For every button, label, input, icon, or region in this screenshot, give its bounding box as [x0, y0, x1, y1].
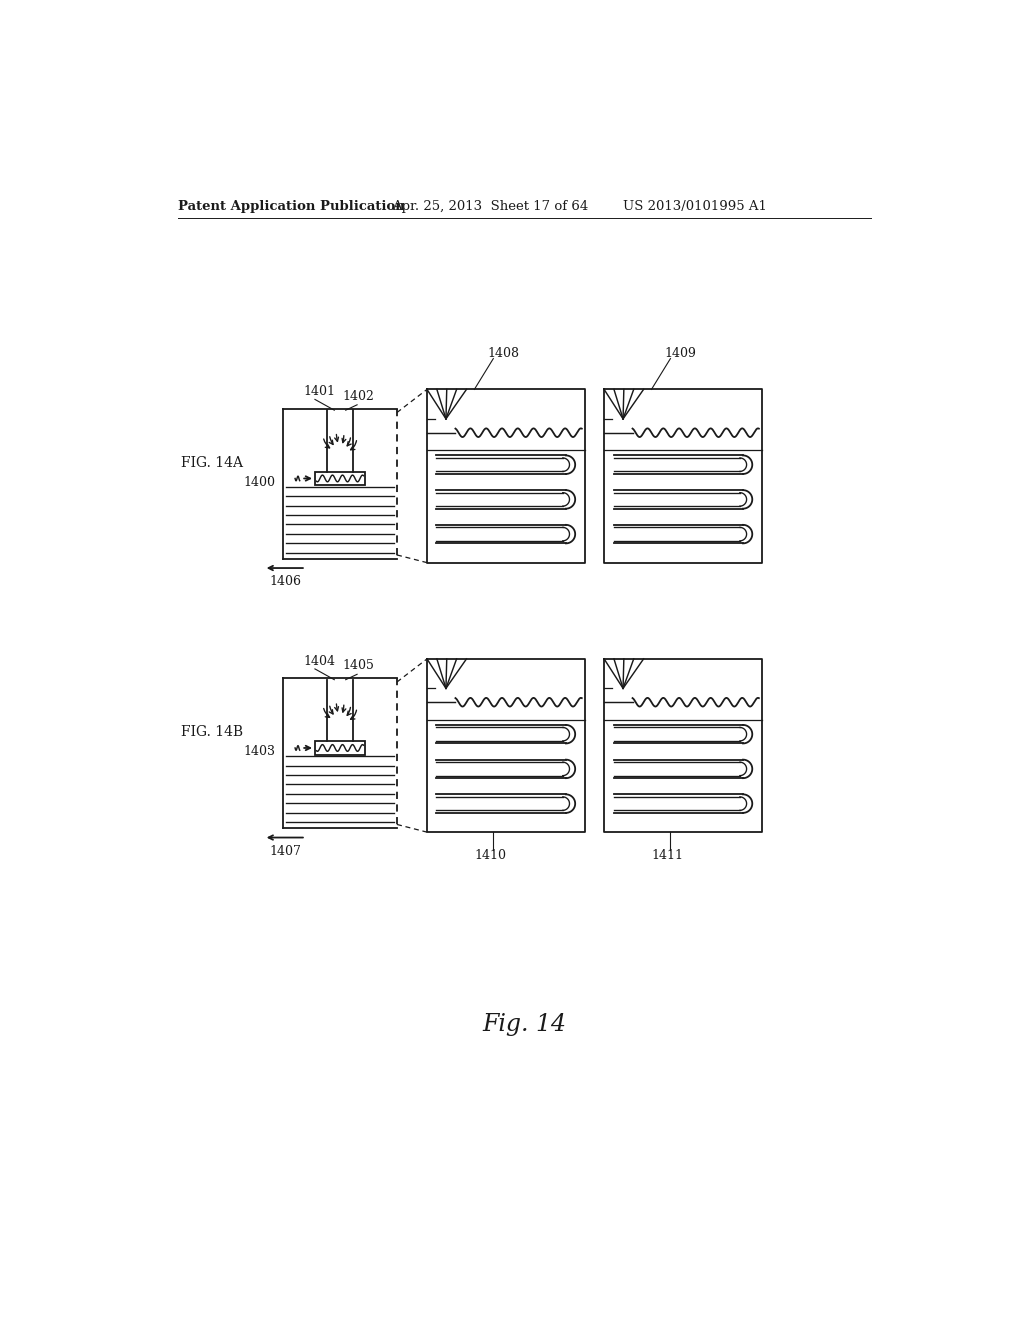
Text: 1408: 1408	[487, 347, 519, 360]
Text: Fig. 14: Fig. 14	[482, 1014, 567, 1036]
Text: 1407: 1407	[269, 845, 301, 858]
Text: 1409: 1409	[665, 347, 696, 360]
Text: Patent Application Publication: Patent Application Publication	[178, 199, 406, 213]
Bar	[315, 742, 366, 755]
Text: 1405: 1405	[342, 659, 374, 672]
Text: FIG. 14B: FIG. 14B	[180, 725, 243, 739]
Text: 1401: 1401	[303, 385, 336, 399]
Text: US 2013/0101995 A1: US 2013/0101995 A1	[624, 199, 767, 213]
Text: 1400: 1400	[243, 475, 275, 488]
Text: 1402: 1402	[342, 389, 374, 403]
Bar	[315, 471, 366, 486]
Text: FIG. 14A: FIG. 14A	[180, 455, 243, 470]
Text: 1404: 1404	[303, 655, 336, 668]
Text: 1410: 1410	[474, 849, 506, 862]
Text: 1406: 1406	[269, 576, 301, 589]
Text: 1403: 1403	[243, 746, 275, 758]
Text: Apr. 25, 2013  Sheet 17 of 64: Apr. 25, 2013 Sheet 17 of 64	[392, 199, 589, 213]
Text: 1411: 1411	[651, 849, 683, 862]
